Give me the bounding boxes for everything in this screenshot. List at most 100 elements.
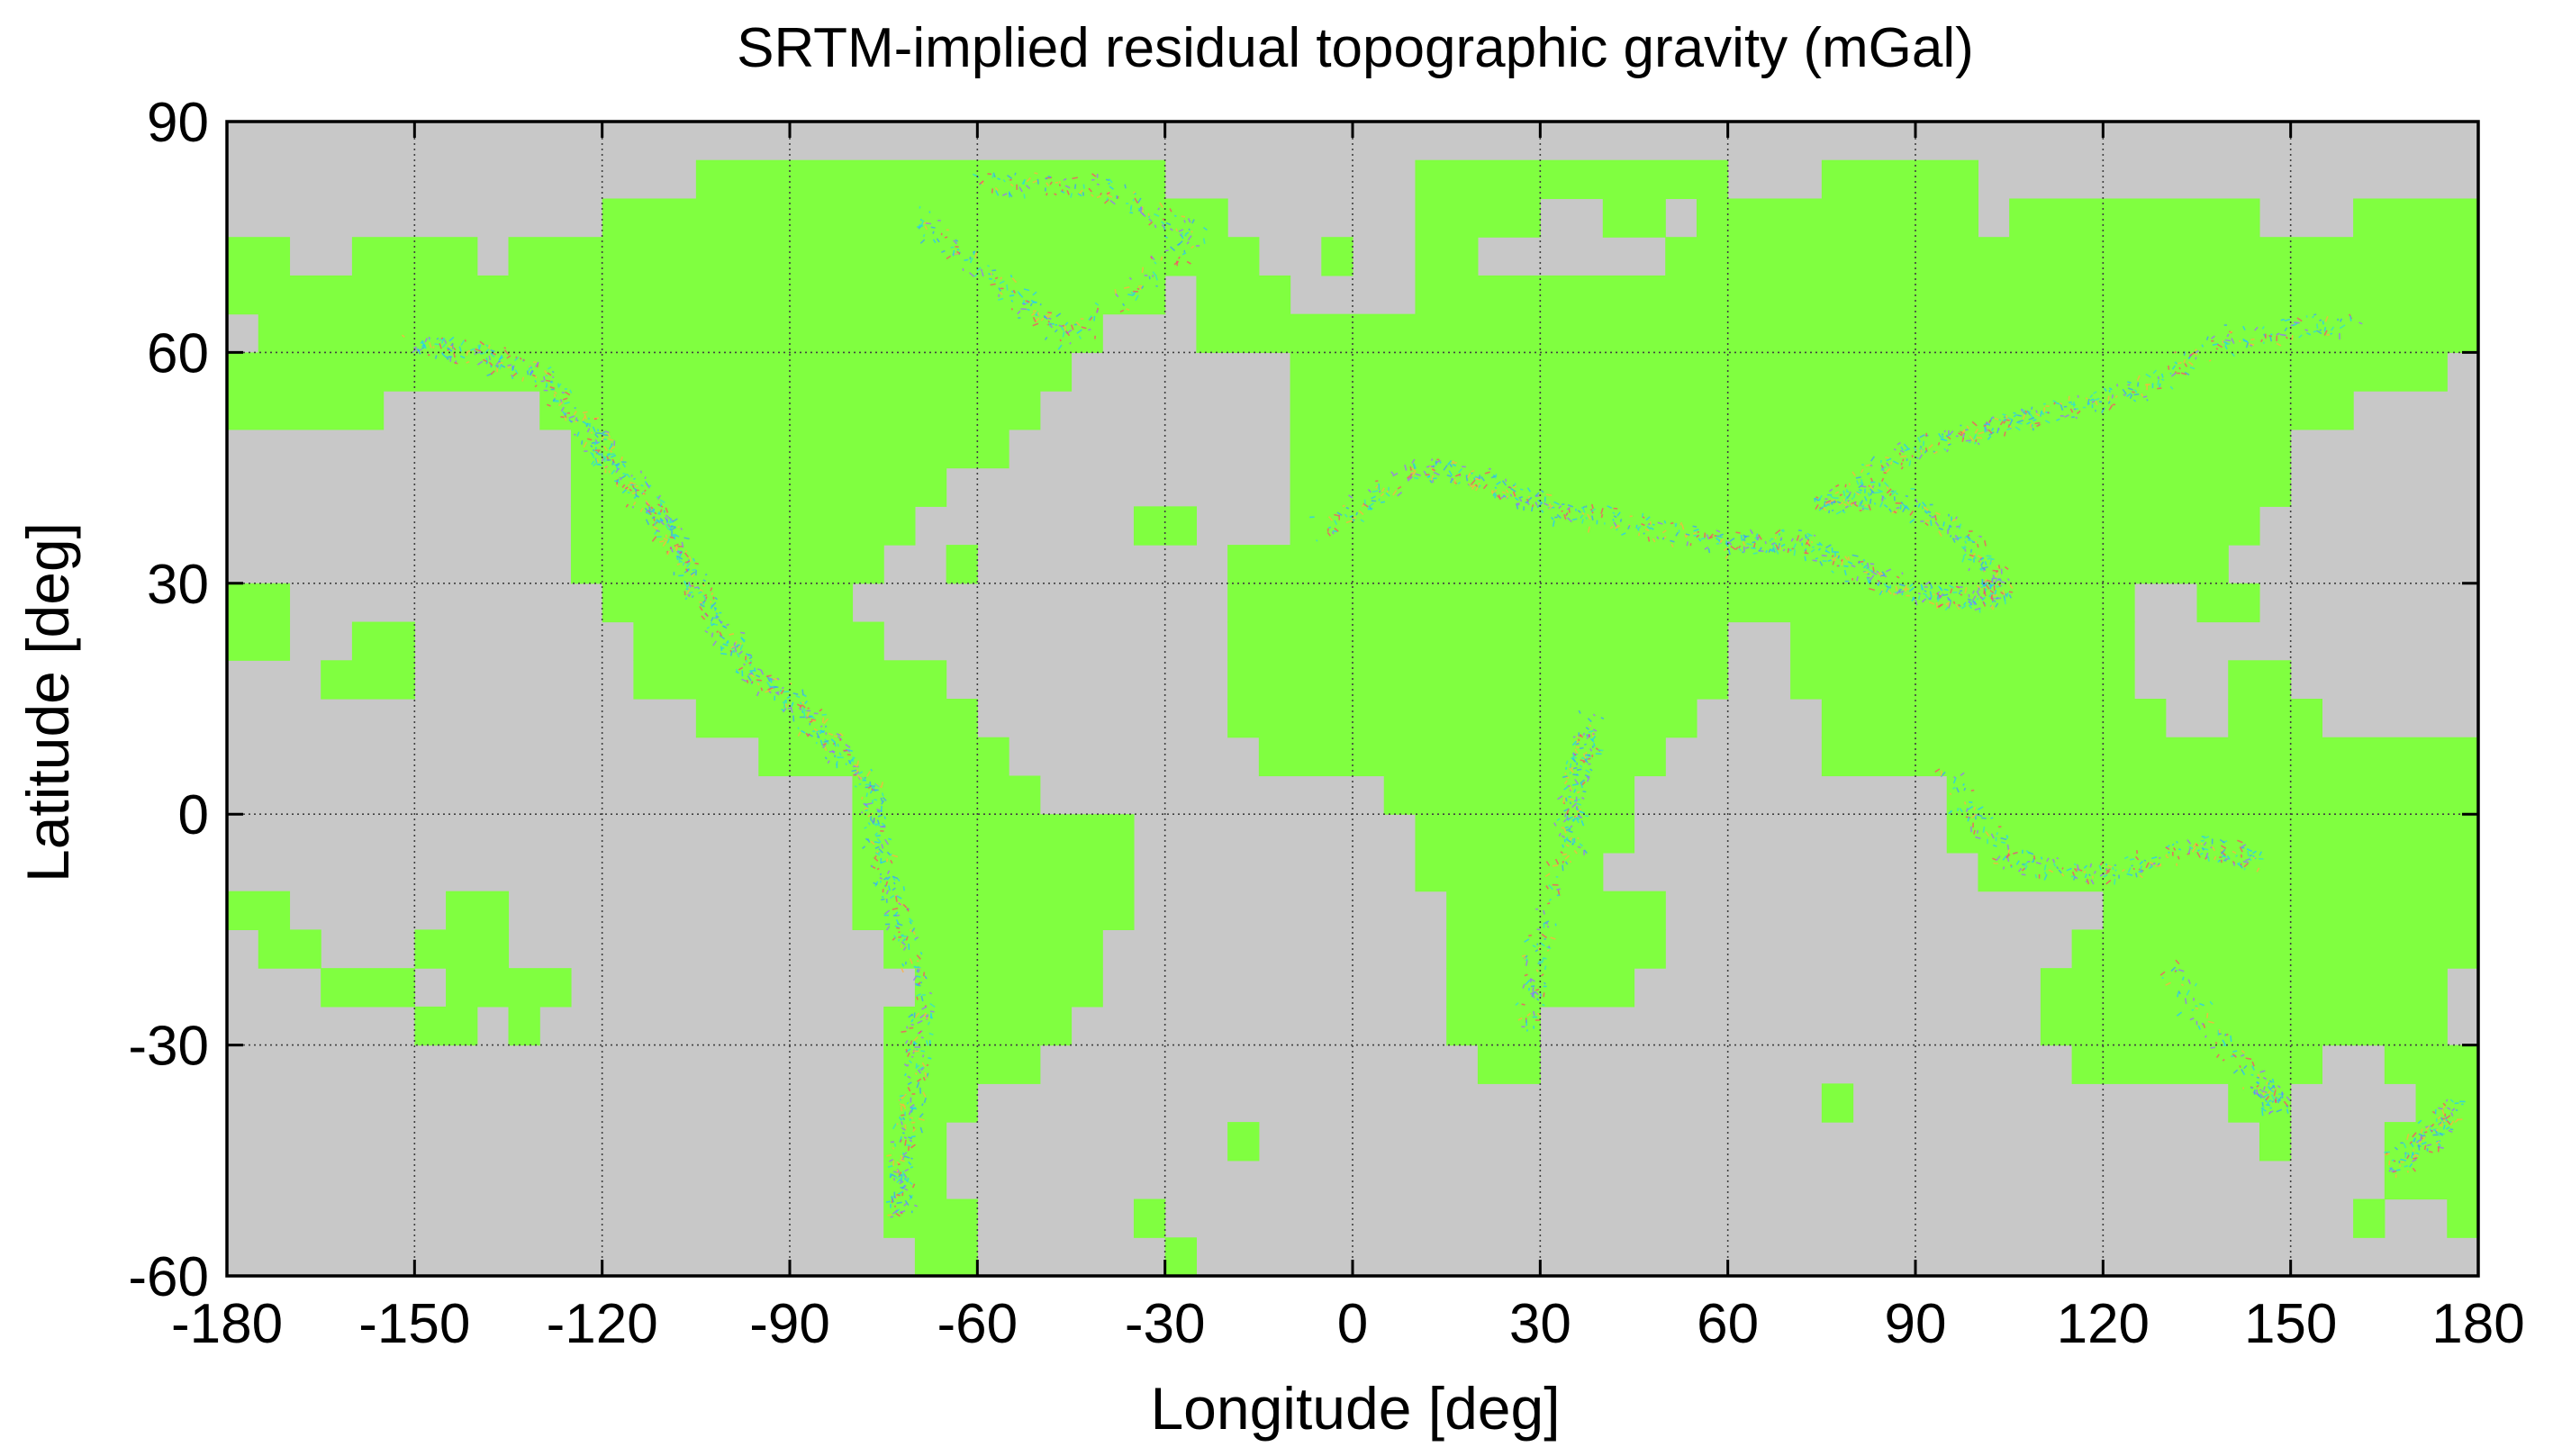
anomaly-speck bbox=[2262, 1107, 2265, 1108]
anomaly-speck bbox=[2244, 868, 2245, 870]
anomaly-speck bbox=[902, 1133, 904, 1134]
anomaly-speck bbox=[2324, 327, 2325, 331]
anomaly-speck bbox=[911, 1057, 913, 1058]
anomaly-speck bbox=[995, 277, 998, 278]
anomaly-speck bbox=[1586, 752, 1587, 755]
anomaly-speck bbox=[1848, 500, 1849, 502]
anomaly-speck bbox=[2115, 870, 2116, 872]
anomaly-speck bbox=[744, 664, 746, 665]
anomaly-speck bbox=[926, 1017, 928, 1018]
land-tile bbox=[258, 929, 321, 968]
anomaly-speck bbox=[1176, 229, 1177, 231]
anomaly-speck bbox=[2108, 396, 2109, 402]
anomaly-speck bbox=[1708, 548, 1709, 553]
anomaly-speck bbox=[1833, 552, 1839, 553]
anomaly-speck bbox=[924, 234, 925, 237]
anomaly-speck bbox=[2248, 851, 2249, 856]
anomaly-speck bbox=[922, 1104, 923, 1107]
land-tile bbox=[509, 1007, 540, 1045]
anomaly-speck bbox=[906, 1144, 911, 1145]
anomaly-speck bbox=[1815, 558, 1818, 559]
anomaly-speck bbox=[1880, 575, 1884, 576]
land-tile bbox=[883, 1199, 978, 1238]
anomaly-speck bbox=[684, 591, 685, 595]
anomaly-speck bbox=[1184, 220, 1185, 222]
anomaly-speck bbox=[2106, 868, 2107, 871]
anomaly-speck bbox=[1621, 519, 1622, 521]
anomaly-speck bbox=[2243, 862, 2249, 863]
anomaly-speck bbox=[1586, 506, 1587, 508]
anomaly-speck bbox=[752, 681, 753, 683]
anomaly-speck bbox=[910, 1028, 914, 1029]
anomaly-speck bbox=[1817, 544, 1821, 545]
anomaly-speck bbox=[1972, 542, 1976, 543]
anomaly-speck bbox=[1919, 596, 1920, 600]
land-tile bbox=[852, 814, 1134, 853]
anomaly-speck bbox=[1891, 462, 1892, 465]
land-tile bbox=[1415, 276, 2478, 314]
anomaly-speck bbox=[1779, 534, 1780, 536]
anomaly-speck bbox=[822, 715, 827, 716]
anomaly-speck bbox=[1960, 591, 1962, 592]
anomaly-speck bbox=[466, 352, 467, 356]
anomaly-speck bbox=[875, 855, 876, 857]
anomaly-speck bbox=[791, 683, 792, 684]
anomaly-speck bbox=[1024, 300, 1025, 303]
anomaly-speck bbox=[2282, 1092, 2283, 1099]
anomaly-speck bbox=[1556, 889, 1560, 890]
anomaly-speck bbox=[2014, 412, 2016, 413]
land-tile bbox=[696, 160, 1165, 199]
anomaly-speck bbox=[1885, 457, 1888, 458]
anomaly-speck bbox=[866, 792, 867, 797]
anomaly-speck bbox=[902, 1192, 903, 1196]
anomaly-speck bbox=[2320, 320, 2322, 321]
anomaly-speck bbox=[2421, 1135, 2422, 1141]
anomaly-speck bbox=[712, 633, 713, 638]
anomaly-speck bbox=[945, 237, 947, 238]
anomaly-speck bbox=[740, 632, 745, 633]
land-tile bbox=[1446, 1007, 1541, 1045]
anomaly-speck bbox=[1589, 734, 1590, 737]
anomaly-speck bbox=[1958, 808, 1959, 811]
land-tile bbox=[2072, 1045, 2322, 1084]
anomaly-speck bbox=[872, 788, 873, 791]
chart-title: SRTM-implied residual topographic gravit… bbox=[737, 17, 1974, 79]
land-tile bbox=[227, 583, 290, 622]
anomaly-speck bbox=[1849, 556, 1850, 560]
land-tile bbox=[1665, 237, 2478, 276]
anomaly-speck bbox=[523, 360, 525, 361]
anomaly-speck bbox=[901, 1106, 902, 1111]
anomaly-speck bbox=[447, 358, 448, 359]
land-tile bbox=[633, 622, 883, 661]
anomaly-speck bbox=[931, 227, 936, 228]
anomaly-speck bbox=[1189, 229, 1190, 231]
anomaly-speck bbox=[894, 882, 895, 884]
anomaly-speck bbox=[1602, 514, 1603, 518]
anomaly-speck bbox=[2001, 842, 2005, 843]
anomaly-speck bbox=[1824, 502, 1825, 507]
anomaly-speck bbox=[1813, 560, 1817, 561]
land-tile bbox=[2353, 198, 2478, 237]
anomaly-speck bbox=[895, 1144, 896, 1147]
anomaly-speck bbox=[1811, 542, 1813, 543]
anomaly-speck bbox=[550, 381, 553, 382]
anomaly-speck bbox=[1592, 516, 1593, 520]
land-tile bbox=[227, 891, 290, 930]
anomaly-speck bbox=[2441, 1122, 2442, 1126]
anomaly-speck bbox=[480, 353, 484, 354]
anomaly-speck bbox=[2317, 324, 2318, 330]
anomaly-speck bbox=[1586, 517, 1587, 519]
anomaly-speck bbox=[2220, 860, 2221, 862]
anomaly-speck bbox=[2273, 1079, 2274, 1083]
land-tile bbox=[1290, 352, 2448, 391]
anomaly-speck bbox=[757, 669, 761, 670]
anomaly-speck bbox=[2041, 857, 2042, 860]
anomaly-speck bbox=[1897, 508, 1900, 509]
land-tile bbox=[227, 622, 290, 661]
anomaly-speck bbox=[1108, 183, 1109, 184]
anomaly-speck bbox=[915, 967, 921, 968]
anomaly-speck bbox=[987, 266, 989, 267]
land-tile bbox=[2353, 1199, 2385, 1238]
anomaly-speck bbox=[1452, 463, 1457, 464]
anomaly-speck bbox=[1515, 483, 1516, 484]
